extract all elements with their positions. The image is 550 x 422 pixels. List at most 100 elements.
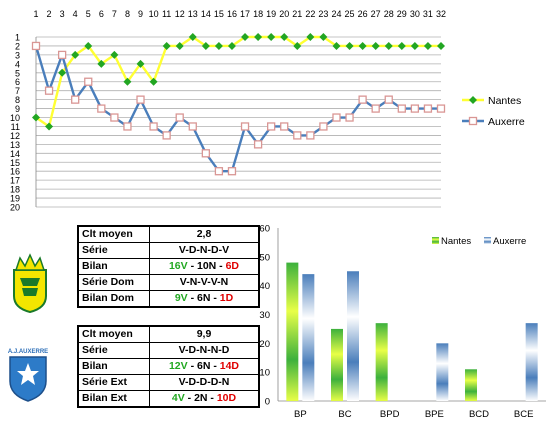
data-point-nantes [175, 41, 184, 50]
x-tick-label: 21 [292, 9, 302, 19]
y-tick-label: 9 [15, 104, 20, 114]
stats-row: Bilan 12V - 6N - 14D [77, 358, 260, 375]
y-tick-label: 5 [15, 68, 20, 78]
x-tick-label: 12 [175, 9, 185, 19]
data-point-auxerre [57, 50, 67, 60]
y-tick-label: 10 [10, 113, 20, 123]
stats-label: Série [77, 342, 150, 359]
data-point-nantes [149, 77, 158, 86]
data-point-auxerre [436, 104, 446, 113]
data-point-nantes [227, 41, 236, 50]
data-point-nantes [358, 41, 367, 50]
stats-value: 9,9 [149, 325, 260, 343]
data-point-nantes [241, 33, 250, 41]
stats-value-part: 1D [219, 292, 234, 304]
stats-value-part: 4V [171, 392, 185, 404]
x-tick-label: 4 [73, 9, 78, 19]
data-point-auxerre [280, 122, 289, 131]
data-point-auxerre [332, 113, 341, 122]
data-point-nantes [267, 33, 276, 41]
legend-label: Nantes [441, 236, 471, 247]
data-point-nantes [410, 41, 419, 50]
data-point-nantes [58, 68, 67, 77]
data-point-nantes [162, 41, 171, 50]
legend-label: Auxerre [488, 116, 525, 128]
x-tick-label: 19 [266, 9, 276, 19]
data-point-auxerre [358, 95, 367, 104]
y-tick-label: 6 [15, 77, 20, 87]
stats-row: Série V-D-N-D-V [77, 242, 260, 259]
stats-value-part: 9V [174, 292, 188, 304]
stats-label: Bilan Ext [77, 390, 150, 408]
x-tick-label: 16 [227, 9, 237, 19]
stats-row: Série Ext V-D-D-D-N [77, 374, 260, 391]
y-tick-label: 14 [10, 149, 20, 159]
x-tick-label: 1 [33, 9, 38, 19]
data-point-auxerre [371, 104, 380, 113]
data-point-nantes [84, 41, 93, 50]
legend-item-nantes: Nantes [462, 95, 521, 107]
data-point-auxerre [267, 122, 276, 131]
data-point-nantes [437, 41, 445, 50]
legend-marker [469, 96, 477, 104]
data-point-auxerre [71, 95, 80, 104]
stats-row: Série V-D-N-N-D [77, 342, 260, 359]
data-point-nantes [136, 59, 145, 68]
bar-nantes-bp [286, 262, 299, 401]
data-point-auxerre [110, 113, 119, 122]
stats-value-part: - 2N - [184, 392, 217, 404]
x-tick-label: 30 [410, 9, 420, 19]
data-point-nantes [423, 41, 432, 50]
stats-label: Bilan Dom [77, 290, 150, 308]
x-tick-label: 18 [253, 9, 263, 19]
stats-row: Bilan 16V - 10N - 6D [77, 258, 260, 275]
data-point-auxerre [423, 104, 433, 113]
x-tick-label: 7 [112, 9, 117, 19]
stats-value-part: 14D [219, 360, 240, 372]
legend-item-auxerre: Auxerre [462, 116, 525, 128]
y-tick-label: 20 [10, 203, 20, 213]
stats-label: Série Ext [77, 374, 150, 391]
stats-label: Série [77, 242, 150, 259]
x-tick-label: 2 [47, 9, 52, 19]
x-tick-label: 17 [240, 9, 250, 19]
data-point-nantes [71, 50, 80, 59]
data-point-auxerre [136, 95, 145, 104]
auxerre-stats-table: Clt moyen 9,9 Série V-D-N-N-D Bilan 12V - 6N … [77, 325, 260, 408]
data-point-auxerre [397, 104, 406, 113]
x-tick-label: 10 [149, 9, 159, 19]
y-tick-label: 18 [10, 185, 20, 195]
data-point-nantes [214, 41, 223, 50]
y-tick-label: 11 [11, 122, 20, 132]
legend-swatch [432, 237, 439, 244]
stats-label: Clt moyen [77, 225, 150, 243]
data-point-auxerre [319, 122, 328, 131]
stats-value-part: - 6N - [187, 360, 220, 372]
legend-label: Auxerre [493, 236, 526, 247]
x-tick-label: BC [338, 409, 351, 420]
y-tick-label: 20 [259, 339, 270, 350]
x-tick-label: 22 [305, 9, 315, 19]
stats-label: Clt moyen [77, 325, 150, 343]
stats-value-part: - 6N - [187, 292, 220, 304]
data-point-auxerre [240, 122, 250, 131]
stats-row: Série Dom V-N-V-V-N [77, 274, 260, 291]
y-tick-label: 40 [259, 281, 270, 292]
data-point-nantes [123, 77, 132, 86]
data-point-nantes [110, 50, 119, 59]
stats-value: 12V - 6N - 14D [149, 358, 260, 375]
data-point-nantes [306, 33, 315, 41]
y-tick-label: 10 [259, 368, 270, 379]
x-tick-label: BCD [469, 409, 489, 420]
x-tick-label: 5 [86, 9, 91, 19]
data-point-nantes [397, 41, 406, 50]
data-point-auxerre [253, 140, 263, 149]
bar-nantes-bpd [375, 323, 388, 401]
y-tick-label: 16 [10, 167, 20, 177]
auxerre-logo: A.J.AUXERRE [8, 349, 48, 402]
data-point-auxerre [293, 131, 302, 140]
data-point-nantes [201, 41, 210, 50]
x-tick-label: 6 [99, 9, 104, 19]
x-tick-label: 28 [384, 9, 394, 19]
